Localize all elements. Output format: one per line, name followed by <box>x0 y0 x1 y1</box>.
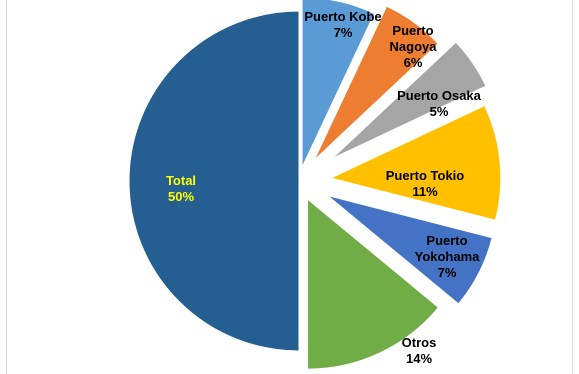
slice-percent: 7% <box>438 265 457 280</box>
slice-percent: 14% <box>406 351 432 366</box>
slice-name: Puerto Kobe <box>304 9 381 24</box>
slice-percent: 6% <box>404 55 423 70</box>
pie-slice-puerto-kobe <box>301 0 376 168</box>
slice-name: Total <box>166 173 196 188</box>
slice-name: Otros <box>402 335 437 350</box>
pie-slice-puerto-tokio <box>329 104 502 221</box>
slice-percent: 11% <box>412 184 438 199</box>
pie-chart: Puerto Kobe 7% Puerto Nagoya 6%Puerto Osaka 5… <box>128 0 502 370</box>
slice-percent: 5% <box>430 104 449 119</box>
slice-label-total: Total 50% <box>166 173 196 204</box>
slice-name: Puerto <box>392 23 433 38</box>
slice-name: Puerto Tokio <box>386 168 465 183</box>
slice-name: Puerto <box>426 233 467 248</box>
slice-label-puerto-kobe: Puerto Kobe 7% <box>304 9 381 40</box>
pie-slice-total <box>128 10 300 352</box>
chart-area: Puerto Kobe 7% Puerto Nagoya 6% Puerto Osaka 5… <box>6 0 573 374</box>
slice-percent: 50% <box>168 189 194 204</box>
slice-label-puerto-osaka: Puerto Osaka 5% <box>397 88 482 119</box>
slice-label-otros: Otros 14% <box>402 335 437 366</box>
slice-label-puerto-yokohama: Puerto Yokohama 7% <box>415 233 481 280</box>
slice-label-puerto-nagoya: Puerto Nagoya 6% <box>390 23 438 70</box>
pie-slice-otros <box>307 198 440 370</box>
slice-name: Puerto Osaka <box>397 88 482 103</box>
slice-label-puerto-tokio: Puerto Tokio 11% <box>386 168 465 199</box>
pie-slice-puerto-yokohama <box>327 195 493 305</box>
pie-slice-puerto-nagoya <box>313 5 439 161</box>
slice-name: Nagoya <box>390 39 438 54</box>
pie-slice-puerto-osaka <box>331 41 487 159</box>
slice-percent: 7% <box>334 25 353 40</box>
slice-name: Yokohama <box>415 249 481 264</box>
